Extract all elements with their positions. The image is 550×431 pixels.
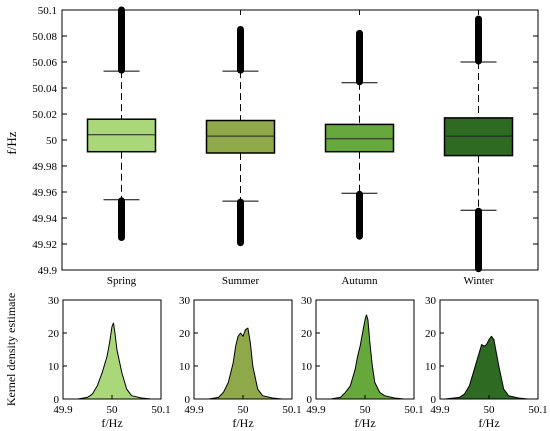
x-tick-label: 50 [484,404,496,416]
density-area [444,335,529,400]
x-axis-label: f/Hz [478,416,499,430]
y-tick-label: 49.98 [32,161,57,173]
y-tick-label: 50.1 [38,5,57,17]
x-tick-label: 50.1 [404,404,423,416]
density-area [208,327,283,400]
y-tick-label: 49.94 [32,213,57,225]
y-tick-label: 10 [425,361,437,373]
boxplot-chart: 49.9 49.92 49.94 49.96 49.98 50 50.02 50.04 50.0… [4,5,539,287]
x-tick-label: Winter [463,275,493,287]
x-tick-label: Spring [107,275,137,287]
y-tick-label: 0 [431,394,437,406]
y-tick-label: 20 [48,328,60,340]
x-axis-label: f/Hz [354,416,375,430]
y-tick-label: 30 [48,295,60,307]
y-tick-label: 50.04 [32,83,57,95]
box-autumn [324,123,395,153]
y-tick-label: 30 [425,295,437,307]
y-tick-label: 10 [301,361,313,373]
density-panel-spring: 0 10 20 30 49.9 50 50.1 f/Hz [48,295,171,430]
x-tick-label: 50.1 [528,404,547,416]
x-axis-label: f/Hz [101,416,122,430]
y-tick-label: 10 [48,361,60,373]
density-charts: Kernel density estimate 0 10 20 30 49.9 50 50.1… [4,293,548,430]
x-tick-label: 50 [107,404,119,416]
y-axis-label: f/Hz [4,131,19,154]
box-winter [443,117,514,157]
y-tick-label: 50.02 [32,109,57,121]
x-tick-label: 49.9 [430,404,450,416]
y-tick-label: 20 [179,328,191,340]
x-tick-label: 49.9 [184,404,204,416]
x-tick-label: 49.9 [53,404,73,416]
box-spring [86,118,157,153]
density-panel-autumn: 0 10 20 30 49.9 50 50.1 f/Hz [301,295,424,430]
density-panel-winter: 0 10 20 30 49.9 50 50.1 f/Hz [425,295,548,430]
y-tick-label: 50.06 [32,57,57,69]
y-tick-label: 0 [54,394,60,406]
y-tick-label: 30 [301,295,313,307]
x-tick-label: Autumn [341,275,378,287]
x-tick-label: 50.1 [151,404,170,416]
y-tick-label: 20 [425,328,437,340]
x-tick-label: Summer [222,275,260,287]
y-tick-label: 0 [185,394,191,406]
y-tick-label: 49.9 [38,265,58,277]
y-tick-label: 49.92 [32,239,57,251]
y-tick-label: 0 [307,394,313,406]
x-tick-label: 50 [360,404,372,416]
x-tick-label: 49.9 [306,404,326,416]
y-tick-label: 10 [179,361,191,373]
y-tick-label: 30 [179,295,191,307]
y-tick-label: 20 [301,328,313,340]
box-summer [205,119,276,154]
density-area [330,314,405,400]
density-y-axis-label: Kernel density estimate [4,293,18,406]
y-tick-label: 50 [46,135,58,147]
density-area [77,322,152,400]
density-panel-summer: 0 10 20 30 49.9 50 50.1 f/Hz [179,295,302,430]
x-axis-label: f/Hz [232,416,253,430]
y-tick-label: 49.96 [32,187,57,199]
x-tick-label: 50 [238,404,250,416]
y-tick-label: 50.08 [32,31,57,43]
x-tick-label: 50.1 [282,404,301,416]
